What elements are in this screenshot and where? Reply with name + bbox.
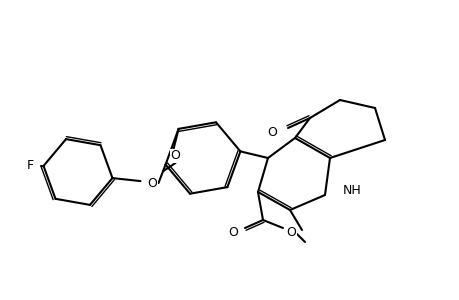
Text: O: O: [147, 177, 157, 190]
Text: NH: NH: [342, 184, 361, 196]
Text: O: O: [285, 226, 295, 238]
Text: O: O: [170, 149, 180, 162]
Text: F: F: [26, 159, 34, 172]
Text: O: O: [267, 125, 276, 139]
Text: O: O: [228, 226, 237, 238]
